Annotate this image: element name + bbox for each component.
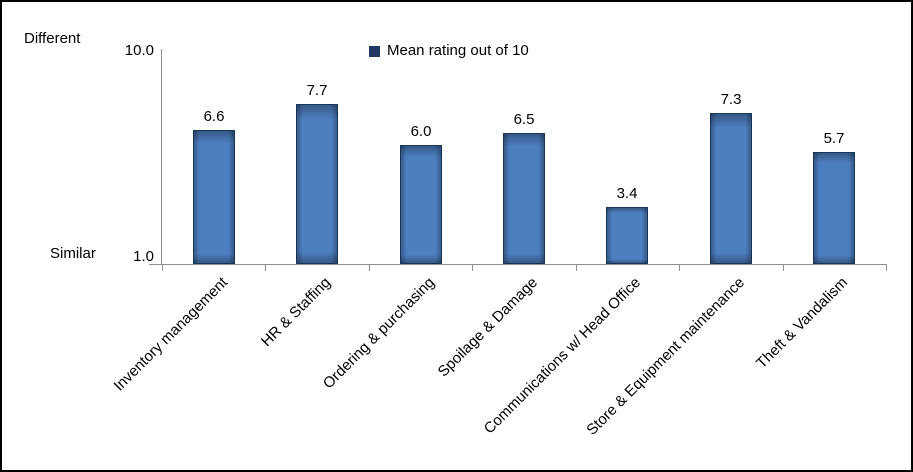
bar-spoilage-damage xyxy=(503,133,545,264)
x-axis-tick xyxy=(472,264,473,271)
x-axis-tick xyxy=(576,264,577,271)
bar-theft-vandalism xyxy=(813,152,855,264)
bar-value-label: 7.3 xyxy=(720,91,742,108)
x-axis-label-theft-vandalism: Theft & Vandalism xyxy=(753,274,852,372)
x-axis-label-inventory-management: Inventory management xyxy=(110,274,232,395)
bar-value-label: 6.0 xyxy=(410,123,432,140)
x-axis-tick xyxy=(783,264,784,271)
bar-value-label: 6.6 xyxy=(203,108,225,125)
x-axis-tick xyxy=(162,264,163,271)
bar-inventory-management xyxy=(193,130,235,264)
bar-communications-w-head-office xyxy=(606,207,648,264)
chart-legend: Mean rating out of 10 xyxy=(369,42,529,60)
x-axis-tick xyxy=(886,264,887,271)
bar-value-label: 6.5 xyxy=(513,111,535,128)
y-axis-min-tick-label: 1.0 xyxy=(133,248,154,265)
y-axis-min-annotation: Similar xyxy=(50,245,96,262)
x-axis-label-hr-staffing: HR & Staffing xyxy=(257,274,335,351)
x-axis-crossing-tick xyxy=(149,264,162,265)
bar-ordering-purchasing xyxy=(400,145,442,264)
x-axis-label-store-equipment-maintenance: Store & Equipment maintenance xyxy=(583,274,749,439)
bar-value-label: 3.4 xyxy=(616,185,638,202)
x-axis-tick xyxy=(265,264,266,271)
y-axis-max-annotation: Different xyxy=(24,30,81,47)
legend-label: Mean rating out of 10 xyxy=(387,42,529,59)
bar-hr-staffing xyxy=(296,104,338,264)
y-axis-max-tick-label: 10.0 xyxy=(124,42,154,59)
bar-value-label: 5.7 xyxy=(823,130,845,147)
x-axis-label-ordering-purchasing: Ordering & purchasing xyxy=(319,274,439,393)
bar-value-label: 7.7 xyxy=(306,82,328,99)
plot-area: 6.6 7.7 6.0 6.5 3.4 7.3 5.7 xyxy=(149,49,887,271)
x-axis-label-spoilage-damage: Spoilage & Damage xyxy=(434,274,542,381)
x-axis-tick xyxy=(369,264,370,271)
bar-store-equipment-maintenance xyxy=(710,113,752,264)
x-axis-label-communications-w-head-office: Communications w/ Head Office xyxy=(480,274,645,438)
legend-swatch-icon xyxy=(369,45,380,57)
x-axis-tick xyxy=(679,264,680,271)
